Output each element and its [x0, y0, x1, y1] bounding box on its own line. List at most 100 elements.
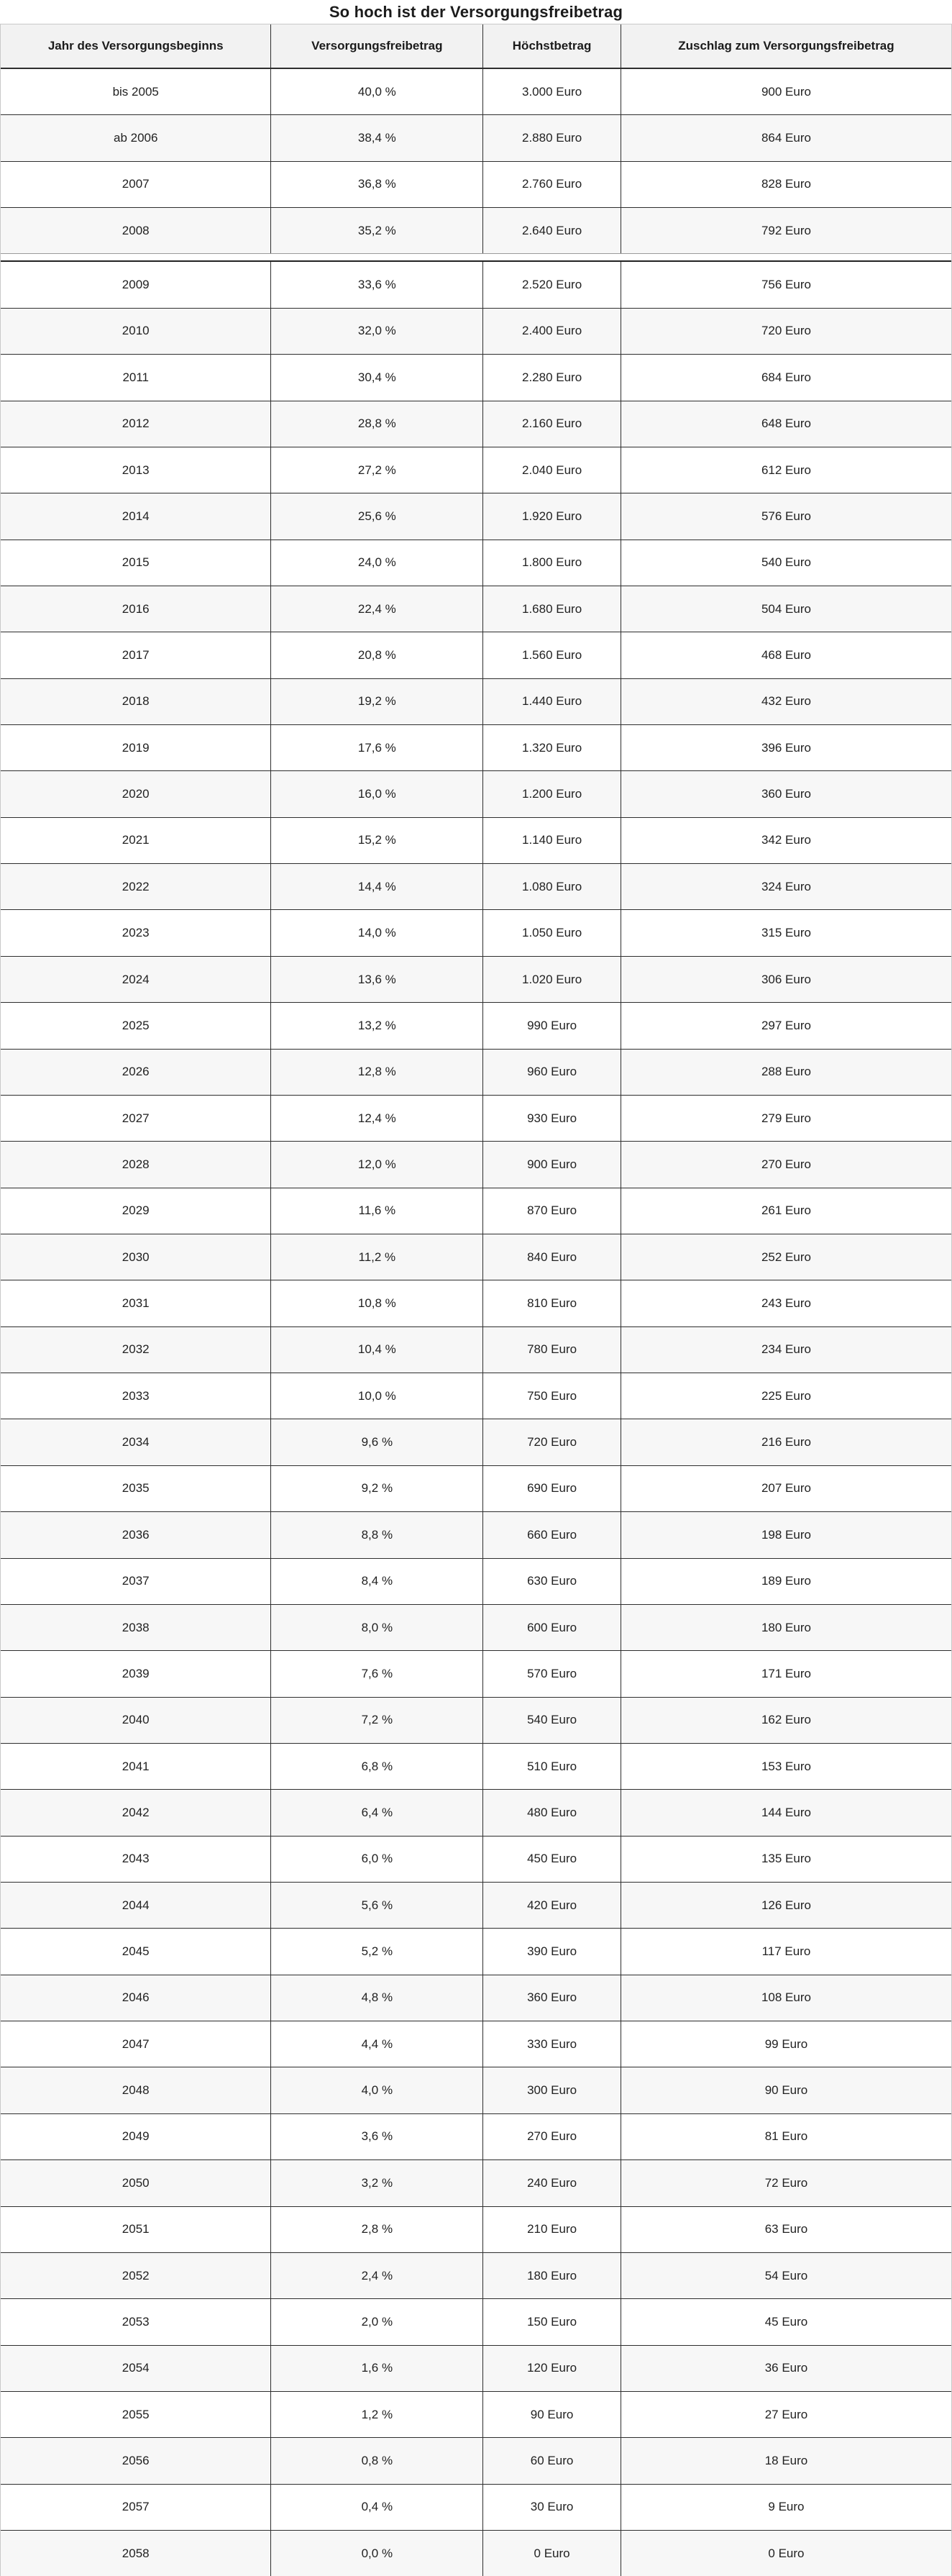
table-cell: 8,0 % [270, 1604, 482, 1651]
table-cell: 2016 [122, 601, 150, 616]
table-cell: 2047 [122, 2036, 150, 2051]
table-cell: 2024 [122, 972, 150, 986]
table-cell: 2039 [122, 1666, 150, 1680]
table-cell: 4,8 % [270, 1975, 482, 2021]
table-cell: 2021 [122, 833, 150, 847]
table-cell: 432 Euro [620, 678, 951, 725]
table-cell: 99 Euro [620, 2021, 951, 2067]
table-cell: 14,0 % [270, 910, 482, 956]
table-row: 2011 30,4 % 2.280 Euro 684 Euro [1, 354, 951, 401]
table-cell: 279 Euro [620, 1095, 951, 1142]
table-cell: ab 2006 [113, 131, 158, 145]
table-cell: 2010 [122, 324, 150, 338]
table-cell: 2.160 Euro [482, 401, 621, 447]
table-row: 2053 2,0 % 150 Euro 45 Euro [1, 2298, 951, 2345]
table-cell: 2056 [122, 2454, 150, 2467]
table-cell: 2027 [122, 1111, 150, 1125]
table-cell: 11,2 % [270, 1234, 482, 1280]
table-cell: 870 Euro [482, 1188, 621, 1234]
table-cell: 720 Euro [620, 308, 951, 355]
table-cell: 150 Euro [482, 2299, 621, 2345]
table-cell: 2051 [122, 2222, 150, 2236]
table-cell: 0 Euro [620, 2531, 951, 2576]
table-cell: 27,2 % [270, 447, 482, 493]
table-cell: 10,4 % [270, 1326, 482, 1373]
table-cell: 162 Euro [620, 1697, 951, 1743]
table-row: 2020 16,0 % 1.200 Euro 360 Euro [1, 770, 951, 817]
table-row: 2028 12,0 % 900 Euro 270 Euro [1, 1141, 951, 1188]
table-cell: 5,6 % [270, 1883, 482, 1929]
table-cell: 180 Euro [482, 2252, 621, 2299]
table-cell: 756 Euro [620, 262, 951, 308]
table-cell: 2038 [122, 1620, 150, 1634]
table-cell: 2050 [122, 2175, 150, 2190]
table-cell: 2054 [122, 2361, 150, 2375]
table-cell: 14,4 % [270, 864, 482, 910]
table-cell: 30,4 % [270, 355, 482, 401]
table-cell: 3,2 % [270, 2160, 482, 2206]
table-cell: 81 Euro [620, 2113, 951, 2160]
table-cell: 13,2 % [270, 1003, 482, 1049]
table-row: 2026 12,8 % 960 Euro 288 Euro [1, 1048, 951, 1095]
table-cell: 2040 [122, 1713, 150, 1727]
table-cell: 2052 [122, 2268, 150, 2283]
table-cell: 16,0 % [270, 771, 482, 817]
table-cell: 300 Euro [482, 2067, 621, 2113]
table-cell: 630 Euro [482, 1558, 621, 1604]
table-row: 2014 25,6 % 1.920 Euro 576 Euro [1, 493, 951, 540]
table-row: 2015 24,0 % 1.800 Euro 540 Euro [1, 539, 951, 586]
table-cell: 648 Euro [620, 401, 951, 447]
table-row: 2034 9,6 % 720 Euro 216 Euro [1, 1419, 951, 1465]
table-cell: 12,8 % [270, 1049, 482, 1095]
table-cell: 153 Euro [620, 1743, 951, 1790]
table-cell: 360 Euro [482, 1975, 621, 2021]
table-row: 2009 33,6 % 2.520 Euro 756 Euro [1, 260, 951, 308]
table-cell: 28,8 % [270, 401, 482, 447]
table-cell: 510 Euro [482, 1743, 621, 1790]
table-cell: 900 Euro [620, 69, 951, 115]
table-cell: 2,8 % [270, 2206, 482, 2252]
table-cell: 2007 [122, 177, 150, 191]
table-cell: 690 Euro [482, 1465, 621, 1512]
table-cell: 780 Euro [482, 1326, 621, 1373]
table-cell: 32,0 % [270, 308, 482, 355]
column-header-hoechstbetrag: Höchstbetrag [482, 24, 621, 68]
table-cell: 660 Euro [482, 1512, 621, 1558]
table-row: 2058 0,0 % 0 Euro 0 Euro [1, 2530, 951, 2576]
column-header-jahr: Jahr des Versorgungsbeginns [47, 39, 224, 53]
table-cell: 315 Euro [620, 910, 951, 956]
table-cell: 2017 [122, 647, 150, 662]
table-row: 2047 4,4 % 330 Euro 99 Euro [1, 2021, 951, 2067]
table-row: 2050 3,2 % 240 Euro 72 Euro [1, 2159, 951, 2206]
table-row: ab 2006 38,4 % 2.880 Euro 864 Euro [1, 114, 951, 161]
table-cell: 306 Euro [620, 956, 951, 1003]
table-row: 2035 9,2 % 690 Euro 207 Euro [1, 1465, 951, 1512]
table-cell: 63 Euro [620, 2206, 951, 2252]
table-cell: 297 Euro [620, 1003, 951, 1049]
table-cell: 7,2 % [270, 1697, 482, 1743]
table-cell: 2019 [122, 740, 150, 755]
table-cell: 11,6 % [270, 1188, 482, 1234]
table-cell: 2.280 Euro [482, 355, 621, 401]
table-row: 2018 19,2 % 1.440 Euro 432 Euro [1, 678, 951, 725]
table-cell: 2.880 Euro [482, 115, 621, 161]
table-cell: 25,6 % [270, 493, 482, 540]
table-row: 2016 22,4 % 1.680 Euro 504 Euro [1, 585, 951, 632]
table-cell: 2058 [122, 2546, 150, 2560]
table-row: 2023 14,0 % 1.050 Euro 315 Euro [1, 909, 951, 956]
table-cell: 684 Euro [620, 355, 951, 401]
table-cell: 792 Euro [620, 208, 951, 254]
table-cell: 0,8 % [270, 2438, 482, 2484]
table-cell: 2033 [122, 1388, 150, 1403]
table-cell: 8,8 % [270, 1512, 482, 1558]
table-cell: 45 Euro [620, 2299, 951, 2345]
table-cell: 117 Euro [620, 1929, 951, 1975]
table-cell: 210 Euro [482, 2206, 621, 2252]
table-row: 2029 11,6 % 870 Euro 261 Euro [1, 1187, 951, 1234]
table-cell: 2043 [122, 1852, 150, 1866]
table-cell: 324 Euro [620, 864, 951, 910]
table-cell: 189 Euro [620, 1558, 951, 1604]
table-row: 2055 1,2 % 90 Euro 27 Euro [1, 2390, 951, 2438]
table-row: 2032 10,4 % 780 Euro 234 Euro [1, 1326, 951, 1373]
table-cell: 576 Euro [620, 493, 951, 540]
